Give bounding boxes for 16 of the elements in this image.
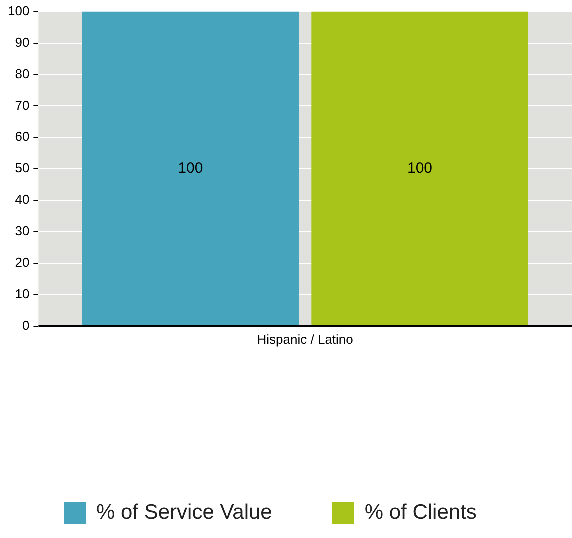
y-tick-label: 30 — [15, 224, 30, 239]
y-tick-label: 50 — [15, 160, 30, 176]
data-label: 100 — [407, 160, 433, 177]
y-tick-label: 10 — [15, 286, 30, 302]
y-tick-label: 60 — [15, 129, 30, 144]
y-tick-label: 20 — [15, 255, 30, 270]
y-tick-label: 70 — [15, 98, 30, 113]
y-tick-label: 90 — [15, 34, 30, 50]
legend-label: % of Service Value — [96, 500, 272, 524]
data-label: 100 — [178, 160, 204, 177]
y-tick-label: 40 — [15, 192, 30, 208]
legend-label: % of Clients — [364, 500, 477, 524]
y-tick-label: 100 — [8, 3, 30, 18]
y-tick-label: 0 — [22, 318, 30, 333]
x-tick-label: Hispanic / Latino — [257, 332, 354, 347]
y-tick-label: 80 — [15, 66, 30, 82]
